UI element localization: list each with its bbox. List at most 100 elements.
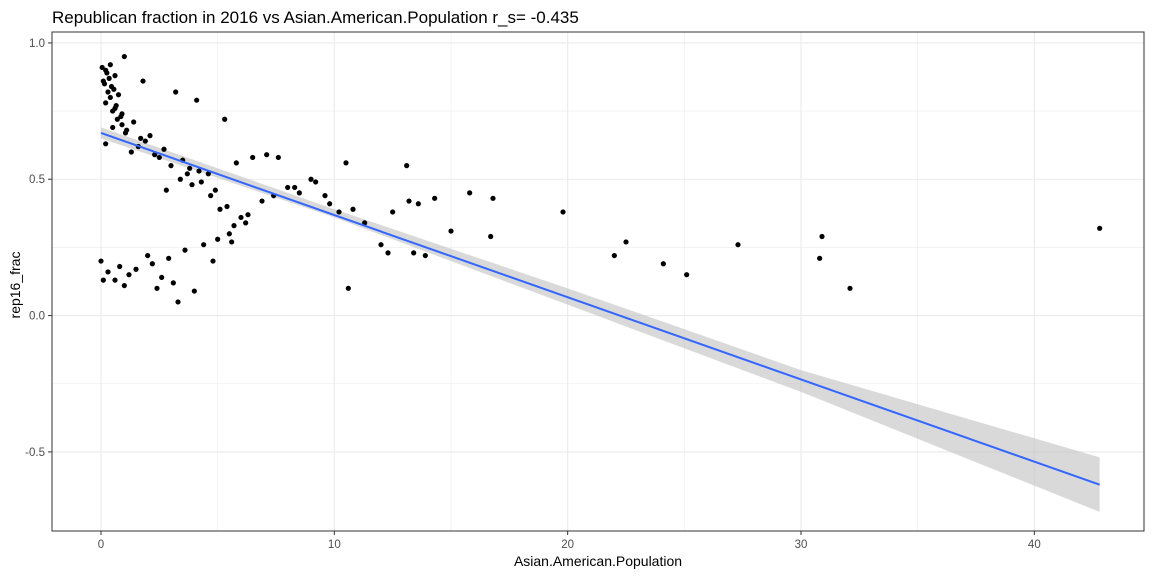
data-point xyxy=(660,261,666,267)
data-point xyxy=(187,165,193,171)
data-point xyxy=(292,184,298,191)
data-point xyxy=(177,176,183,182)
data-point xyxy=(131,119,137,125)
data-point xyxy=(208,193,214,199)
data-point xyxy=(224,203,230,210)
data-point xyxy=(390,209,396,215)
data-point xyxy=(350,206,356,212)
data-point xyxy=(229,239,235,245)
panel-border xyxy=(51,31,1145,532)
data-point xyxy=(149,261,155,267)
data-point xyxy=(1097,225,1103,231)
data-point xyxy=(154,285,160,291)
data-point xyxy=(142,138,148,144)
data-point xyxy=(101,81,108,87)
data-point xyxy=(145,252,151,259)
x-axis-label: Asian.American.Population xyxy=(514,553,682,569)
data-point xyxy=(182,247,188,253)
data-point xyxy=(243,220,249,226)
regression-line xyxy=(100,131,1100,486)
data-point xyxy=(118,113,124,120)
data-point xyxy=(173,89,179,95)
x-tick-label: 0 xyxy=(98,539,104,551)
data-point xyxy=(623,239,629,245)
data-point xyxy=(99,64,105,71)
data-point xyxy=(113,103,119,109)
data-point xyxy=(138,135,144,141)
data-point xyxy=(378,242,384,248)
data-point xyxy=(238,214,244,221)
data-point xyxy=(103,100,109,106)
data-point xyxy=(422,252,428,259)
data-point xyxy=(611,252,617,259)
data-point xyxy=(184,171,190,177)
data-point xyxy=(108,83,115,90)
data-point xyxy=(432,195,438,201)
data-point xyxy=(128,149,134,155)
x-tick-label: 30 xyxy=(795,539,808,551)
plot-area: 0 10 20 30 40 -0.5 0.0 0.5 1.0 xyxy=(25,31,1145,551)
data-point xyxy=(140,78,146,84)
data-point xyxy=(406,198,412,204)
data-point xyxy=(212,187,218,193)
x-tick-label: 10 xyxy=(328,539,341,551)
data-point xyxy=(110,124,116,131)
data-point xyxy=(362,220,368,226)
data-point xyxy=(166,255,172,261)
data-point xyxy=(345,285,351,291)
data-point xyxy=(226,231,232,237)
data-point xyxy=(196,168,202,174)
data-point xyxy=(296,190,302,196)
data-point xyxy=(336,209,342,215)
data-point xyxy=(163,187,169,193)
data-point xyxy=(385,250,391,256)
data-point xyxy=(415,201,421,207)
data-point xyxy=(490,195,496,201)
data-point xyxy=(156,154,162,161)
data-point xyxy=(259,198,265,204)
y-axis-label: rep16_frac xyxy=(7,252,23,319)
data-point xyxy=(817,255,823,261)
x-tick-label: 40 xyxy=(1028,539,1041,551)
y-tick-label: -0.5 xyxy=(25,447,45,459)
data-point xyxy=(105,269,111,275)
data-point xyxy=(103,141,109,147)
data-point xyxy=(322,193,328,199)
data-point xyxy=(107,62,113,68)
chart-title: Republican fraction in 2016 vs Asian.Ame… xyxy=(52,8,579,27)
data-point xyxy=(308,176,314,182)
data-point xyxy=(217,206,223,212)
data-point xyxy=(100,277,106,283)
data-point xyxy=(684,272,690,278)
data-point xyxy=(115,92,122,98)
data-point xyxy=(133,266,139,272)
data-point xyxy=(114,116,120,122)
data-point xyxy=(488,233,494,240)
data-point xyxy=(119,122,125,128)
data-point xyxy=(313,179,319,185)
data-point xyxy=(106,75,112,81)
data-point xyxy=(205,171,211,177)
data-point xyxy=(112,277,118,283)
data-point xyxy=(819,233,825,240)
data-point xyxy=(194,97,200,103)
data-point xyxy=(201,242,207,248)
data-point xyxy=(560,209,566,215)
data-point xyxy=(104,70,110,76)
data-point xyxy=(191,288,197,294)
x-tick-label: 20 xyxy=(561,539,574,551)
data-point xyxy=(245,212,251,218)
data-point xyxy=(467,190,473,196)
data-point xyxy=(275,154,281,161)
data-point xyxy=(231,223,237,229)
data-point xyxy=(121,53,127,60)
y-tick-label: 0.0 xyxy=(29,311,45,323)
confidence-ribbon xyxy=(101,127,1100,512)
data-point xyxy=(189,182,195,188)
data-point xyxy=(264,152,270,158)
data-point xyxy=(170,280,176,286)
data-point xyxy=(117,263,123,270)
data-point xyxy=(215,236,221,242)
data-point xyxy=(327,201,333,207)
data-point xyxy=(126,272,132,278)
